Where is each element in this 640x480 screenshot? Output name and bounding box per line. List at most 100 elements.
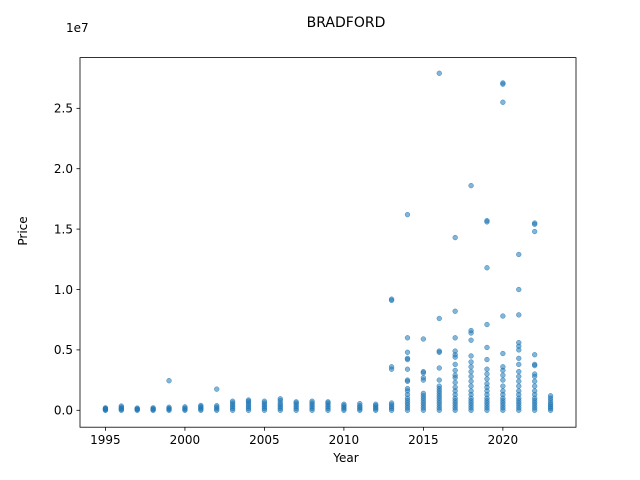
- data-point: [500, 377, 506, 383]
- data-point: [420, 375, 427, 381]
- data-point: [150, 405, 156, 411]
- x-axis-ticks: 1995 2000 2005 2010 2015 2020: [90, 427, 518, 447]
- data-point: [214, 403, 220, 409]
- scatter-points: [102, 70, 554, 413]
- data-point: [468, 368, 474, 375]
- data-point: [452, 348, 458, 354]
- data-point: [516, 361, 522, 368]
- data-point: [547, 393, 554, 399]
- data-point: [452, 367, 458, 374]
- data-point: [516, 340, 522, 346]
- data-point: [500, 364, 506, 370]
- data-point: [532, 228, 538, 235]
- data-point: [293, 399, 299, 405]
- data-point: [500, 383, 506, 389]
- data-point: [500, 80, 506, 86]
- data-point: [516, 383, 522, 389]
- data-point: [452, 384, 458, 390]
- data-point: [404, 366, 411, 372]
- data-point: [198, 402, 204, 409]
- data-point: [484, 321, 490, 328]
- data-point: [452, 308, 458, 314]
- y-tick-label: 1.0: [54, 283, 73, 297]
- data-point: [532, 378, 538, 384]
- data-point: [484, 381, 490, 387]
- data-point: [420, 336, 427, 342]
- data-point: [468, 353, 474, 359]
- data-point: [532, 371, 538, 377]
- data-point: [484, 371, 490, 377]
- chart-title: BRADFORD: [307, 15, 386, 31]
- data-point: [166, 404, 172, 410]
- data-point: [500, 372, 506, 378]
- data-point: [516, 355, 522, 362]
- data-point: [484, 376, 490, 382]
- data-point: [229, 398, 236, 404]
- data-point: [468, 359, 474, 365]
- data-point: [420, 390, 427, 397]
- data-point: [388, 364, 395, 370]
- y-tick-label: 0.0: [54, 404, 73, 418]
- data-point: [532, 352, 538, 358]
- data-point: [436, 377, 442, 383]
- data-point: [484, 218, 490, 224]
- data-point: [484, 344, 490, 351]
- data-point: [404, 211, 411, 218]
- data-point: [516, 286, 522, 293]
- x-axis-label: Year: [332, 451, 358, 465]
- plot-area-frame: [79, 57, 577, 428]
- data-point: [436, 70, 442, 76]
- x-tick-label: 2010: [329, 433, 360, 447]
- y-axis-offset-label: 1e7: [66, 21, 89, 35]
- x-tick-label: 2000: [170, 433, 201, 447]
- y-tick-label: 2.5: [54, 102, 73, 116]
- x-tick-label: 2015: [408, 433, 439, 447]
- data-point: [404, 377, 411, 383]
- data-point: [468, 182, 474, 189]
- data-point: [516, 373, 522, 380]
- data-point: [516, 378, 522, 384]
- data-point: [516, 368, 522, 375]
- data-point: [500, 313, 506, 319]
- data-point: [532, 388, 538, 394]
- data-point: [404, 335, 411, 341]
- x-tick-label: 2005: [249, 433, 280, 447]
- data-point: [214, 386, 220, 392]
- data-point: [484, 356, 490, 363]
- data-point: [452, 379, 458, 386]
- data-point: [452, 234, 458, 241]
- data-point: [134, 405, 140, 411]
- data-point: [341, 401, 347, 407]
- data-point: [436, 365, 442, 371]
- data-point: [404, 355, 411, 362]
- data-point: [468, 378, 474, 384]
- y-tick-label: 0.5: [54, 343, 73, 357]
- data-point: [404, 349, 411, 355]
- y-axis-ticks: 0.0 0.5 1.0 1.5 2.0 2.5: [54, 102, 80, 418]
- data-point: [516, 251, 522, 258]
- data-point: [484, 366, 490, 372]
- data-point: [500, 388, 506, 394]
- data-point: [452, 372, 458, 378]
- data-point: [452, 335, 458, 341]
- data-point: [468, 373, 474, 380]
- data-point: [516, 388, 522, 394]
- data-point: [309, 398, 315, 404]
- data-point: [468, 364, 474, 370]
- data-point: [420, 368, 427, 375]
- data-point: [516, 312, 522, 318]
- data-point: [468, 383, 474, 389]
- data-point: [277, 396, 283, 402]
- y-tick-label: 1.5: [54, 222, 73, 236]
- data-point: [436, 348, 442, 354]
- data-point: [388, 296, 395, 302]
- x-tick-label: 2020: [488, 433, 519, 447]
- data-point: [373, 401, 379, 407]
- data-point: [468, 327, 474, 334]
- data-point: [468, 337, 474, 343]
- data-point: [357, 401, 363, 407]
- y-axis-label: Price: [16, 216, 30, 245]
- x-tick-label: 1995: [90, 433, 121, 447]
- data-point: [436, 383, 442, 389]
